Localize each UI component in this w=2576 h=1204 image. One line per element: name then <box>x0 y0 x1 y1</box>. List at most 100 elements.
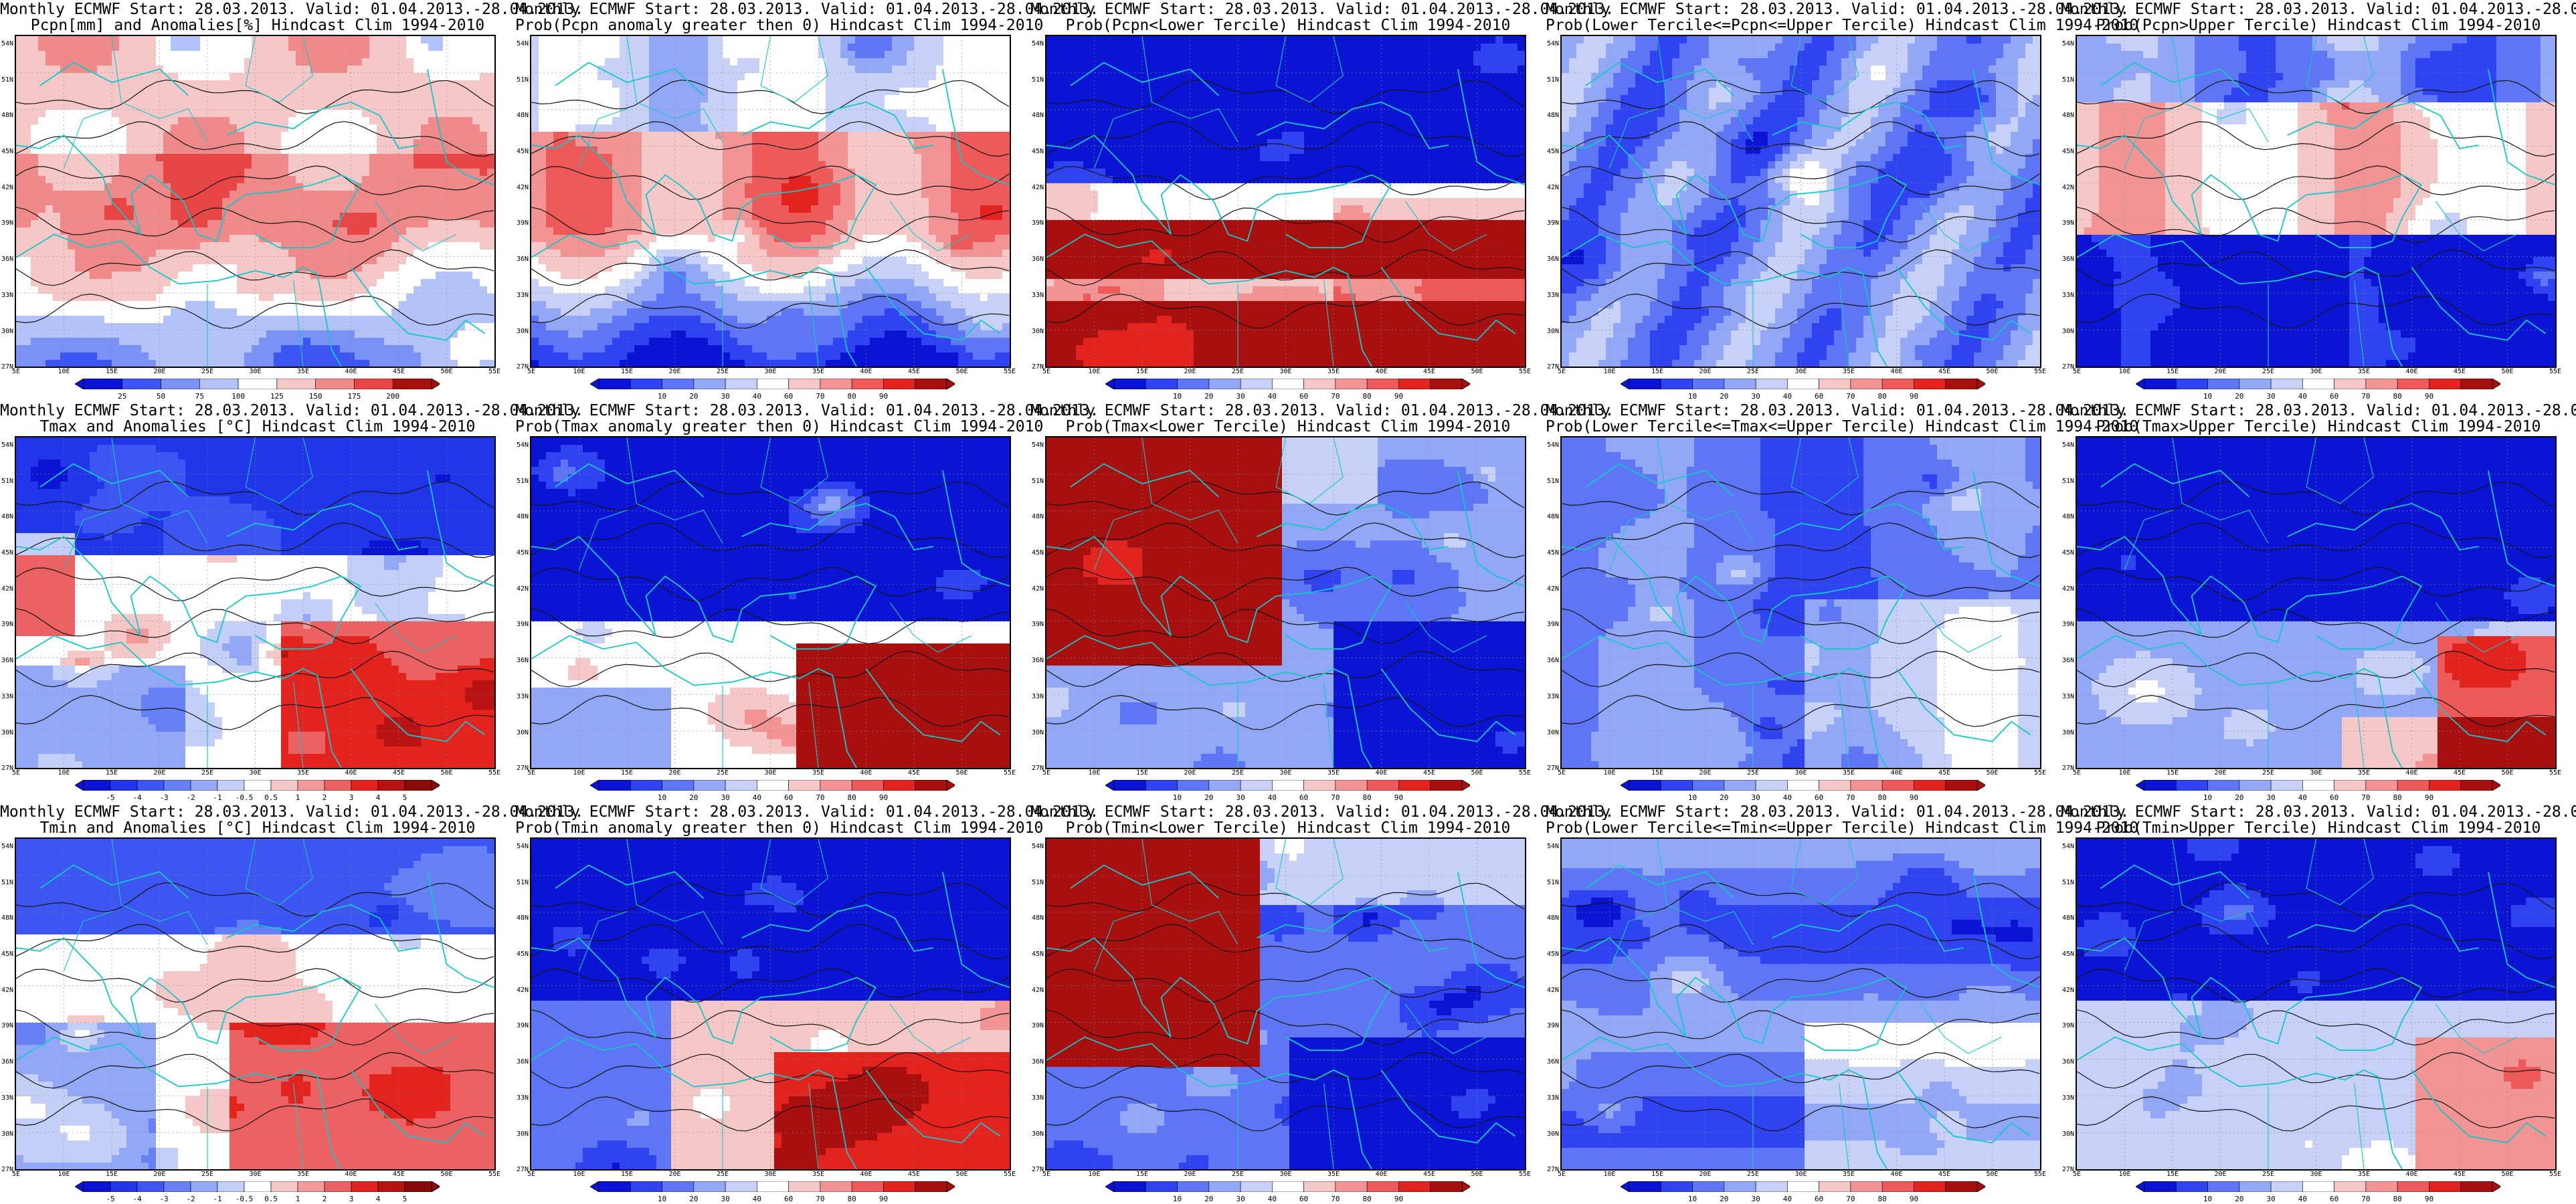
longitude-label: 50E <box>1986 769 1998 777</box>
contour-line <box>531 80 1010 114</box>
longitude-label: 10E <box>58 1171 70 1178</box>
longitude-label: 30E <box>764 368 776 375</box>
country-border <box>1790 36 1859 103</box>
colorbar-swatch <box>1787 379 1819 389</box>
colorbar-swatch <box>2397 1181 2429 1192</box>
longitude-label: 15E <box>1651 769 1663 777</box>
latitude-label: 48N <box>517 914 529 922</box>
contour-line <box>16 694 494 730</box>
colorbar-swatch <box>757 1181 789 1192</box>
colorbar-swatch <box>598 1181 631 1192</box>
contour-line <box>1046 924 1525 960</box>
colorbar-swatch <box>1113 1181 1146 1192</box>
colorbar <box>1105 379 1470 389</box>
colorbar-swatch <box>1692 780 1725 791</box>
longitude-label: 20E <box>2214 1171 2226 1178</box>
colorbar-swatch <box>2334 780 2367 791</box>
contour-line <box>2077 968 2555 1003</box>
latitude-label: 54N <box>2062 843 2074 850</box>
colorbar-tick-label: 0.5 <box>264 793 278 802</box>
panel-title-line1: Monthly ECMWF Start: 28.03.2013. Valid: … <box>2061 403 2576 419</box>
colorbar-tick-label: -1 <box>213 1195 221 1203</box>
longitude-label: 20E <box>153 1171 165 1178</box>
latitude-label: 54N <box>1547 843 1559 850</box>
coastline <box>16 233 342 367</box>
colorbar-tick-label: -4 <box>132 1195 141 1203</box>
colorbar-swatch <box>351 1181 379 1192</box>
longitude-label: 10E <box>1088 1171 1100 1178</box>
country-border <box>245 437 313 504</box>
latitude-label: 51N <box>1032 76 1044 84</box>
panel-title-line2: Prob(Tmin anomaly greater then 0) Hindca… <box>515 820 1043 837</box>
longitude-label: 30E <box>1795 1171 1807 1178</box>
country-border <box>2306 437 2374 504</box>
colorbar-tick-label: 40 <box>1783 793 1792 802</box>
map-field <box>1562 437 2040 768</box>
colorbar-swatch <box>161 379 200 389</box>
latitude-label: 42N <box>1 184 13 191</box>
longitude-label: 20E <box>1699 769 1711 777</box>
colorbar-swatch <box>1398 780 1431 791</box>
contour-line <box>531 694 1010 730</box>
longitude-label: 30E <box>1795 368 1807 375</box>
colorbar-swatch <box>2365 379 2398 389</box>
forecast-panel-tmax-anom: Monthly ECMWF Start: 28.03.2013. Valid: … <box>0 401 583 803</box>
coastline <box>2287 904 2479 952</box>
coastline <box>427 69 494 186</box>
coastline <box>1046 1036 1372 1169</box>
contour-line <box>1562 165 2040 200</box>
longitude-label: 10E <box>1088 368 1100 375</box>
longitude-label: 15E <box>106 1171 118 1178</box>
longitude-label: 30E <box>764 1171 776 1178</box>
longitude-label: 55E <box>2034 769 2046 777</box>
latitude-label: 30N <box>517 328 529 335</box>
country-border <box>2306 839 2374 906</box>
country-border <box>1839 1083 1849 1169</box>
contour-line <box>2077 567 2555 601</box>
latitude-label: 54N <box>2062 40 2074 47</box>
colorbar-tick-label: 90 <box>1394 392 1403 401</box>
colorbar <box>590 780 955 791</box>
longitude-label: 25E <box>201 368 213 375</box>
longitude-label: 15E <box>621 769 633 777</box>
colorbar-swatch <box>377 780 405 791</box>
colorbar-swatch <box>377 1181 405 1192</box>
colorbar-tick-label: 200 <box>386 392 399 401</box>
colorbar-tick-label: 3 <box>349 793 354 802</box>
coastline <box>39 864 189 899</box>
longitude-label: 30E <box>249 1171 261 1178</box>
longitude-label: 45E <box>1423 769 1435 777</box>
colorbar <box>75 780 440 791</box>
colorbar-swatch <box>110 780 138 791</box>
longitude-label: 25E <box>1747 368 1759 375</box>
colorbar-tick-label: 80 <box>1363 392 1372 401</box>
longitude-label: 40E <box>345 1171 357 1178</box>
latitude-label: 51N <box>1 76 13 84</box>
colorbar-swatch <box>820 379 852 389</box>
colorbar <box>1621 1181 1985 1192</box>
longitude-label: 25E <box>1232 1171 1244 1178</box>
colorbar-swatch <box>598 780 631 791</box>
colorbar-swatch <box>883 780 916 791</box>
coastline <box>1457 69 1525 186</box>
longitude-label: 20E <box>1699 1171 1711 1178</box>
colorbar-tick-label: 90 <box>2425 392 2433 401</box>
country-border <box>111 839 208 945</box>
map-plot-area <box>2076 35 2557 368</box>
colorbar-swatch <box>2365 1181 2398 1192</box>
latitude-label: 39N <box>1547 219 1559 227</box>
colorbar-tick-label: 30 <box>2266 1195 2275 1203</box>
colorbar-swatch <box>725 780 757 791</box>
colorbar-tick-label: 10 <box>658 1195 666 1203</box>
map-field <box>531 839 1010 1169</box>
coastline <box>531 635 857 768</box>
colorbar-swatch <box>244 780 272 791</box>
longitude-label: 5E <box>527 368 535 375</box>
colorbar-tick-label: 50 <box>157 392 165 401</box>
colorbar-swatch <box>2365 780 2398 791</box>
latitude-label: 48N <box>1032 513 1044 520</box>
latitude-label: 27N <box>517 1166 529 1173</box>
country-border <box>1920 201 2003 252</box>
colorbar-swatch <box>2302 780 2334 791</box>
latitude-label: 30N <box>2062 729 2074 736</box>
